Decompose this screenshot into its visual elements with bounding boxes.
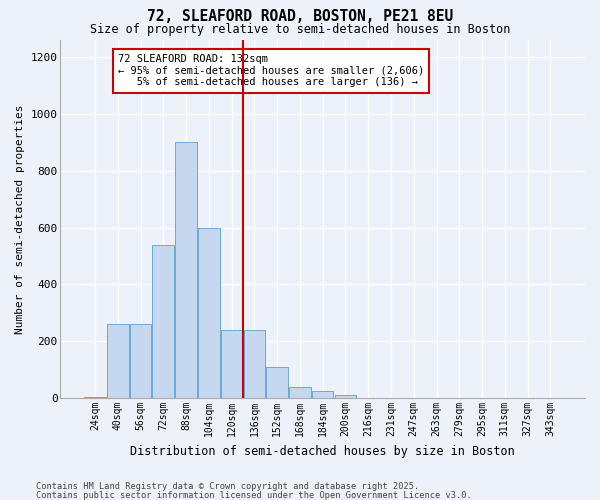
Bar [289, 387, 311, 398]
Text: 72, SLEAFORD ROAD, BOSTON, PE21 8EU: 72, SLEAFORD ROAD, BOSTON, PE21 8EU [147, 9, 453, 24]
Bar [84, 396, 106, 398]
Text: Size of property relative to semi-detached houses in Boston: Size of property relative to semi-detach… [90, 22, 510, 36]
Bar [244, 330, 265, 398]
Bar [221, 330, 242, 398]
Bar [266, 367, 288, 398]
X-axis label: Distribution of semi-detached houses by size in Boston: Distribution of semi-detached houses by … [130, 444, 515, 458]
Text: 72 SLEAFORD ROAD: 132sqm
← 95% of semi-detached houses are smaller (2,606)
   5%: 72 SLEAFORD ROAD: 132sqm ← 95% of semi-d… [118, 54, 424, 88]
Text: Contains public sector information licensed under the Open Government Licence v3: Contains public sector information licen… [36, 490, 472, 500]
Bar [312, 391, 334, 398]
Y-axis label: Number of semi-detached properties: Number of semi-detached properties [15, 104, 25, 334]
Bar [130, 324, 151, 398]
Text: Contains HM Land Registry data © Crown copyright and database right 2025.: Contains HM Land Registry data © Crown c… [36, 482, 419, 491]
Bar [175, 142, 197, 398]
Bar [198, 228, 220, 398]
Bar [107, 324, 128, 398]
Bar [152, 244, 174, 398]
Bar [335, 396, 356, 398]
